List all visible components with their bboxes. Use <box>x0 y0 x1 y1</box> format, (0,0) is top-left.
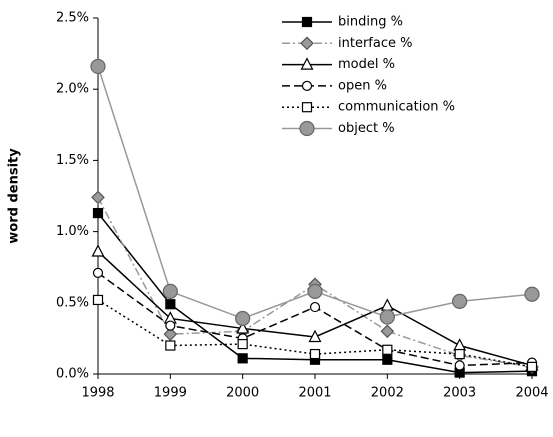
marker <box>309 301 321 313</box>
marker <box>165 299 176 310</box>
marker <box>382 354 393 365</box>
legend-label: object % <box>338 121 395 136</box>
marker <box>380 298 394 311</box>
y-tick-label: 0.5% <box>56 295 89 310</box>
y-tick-label: 2.5% <box>56 11 89 26</box>
x-tick-label: 2000 <box>226 386 259 401</box>
marker <box>235 310 251 327</box>
marker <box>300 36 314 51</box>
x-tick-label: 2001 <box>298 386 331 401</box>
marker <box>526 361 538 372</box>
legend-label: binding % <box>338 15 403 30</box>
marker <box>301 80 313 92</box>
marker <box>236 321 250 334</box>
marker <box>379 309 395 325</box>
y-tick-label: 1.5% <box>56 153 89 168</box>
legend-label: communication % <box>338 100 455 115</box>
marker <box>308 329 322 343</box>
marker <box>92 207 104 219</box>
marker <box>380 324 395 339</box>
y-tick-label: 2.0% <box>56 82 89 97</box>
x-tick-label: 1999 <box>154 386 187 401</box>
marker <box>165 320 176 331</box>
x-tick-label: 2002 <box>371 386 404 401</box>
legend-label: interface % <box>338 36 412 51</box>
marker <box>237 353 248 364</box>
marker <box>452 293 468 309</box>
marker <box>301 102 313 113</box>
marker <box>301 16 313 28</box>
y-tick-label: 1.0% <box>56 224 89 239</box>
y-axis-title: word density <box>7 148 22 244</box>
marker <box>91 244 105 257</box>
marker <box>165 340 176 351</box>
marker <box>382 344 393 355</box>
marker <box>299 120 315 137</box>
marker <box>454 348 465 360</box>
marker <box>91 190 105 205</box>
marker <box>453 338 467 351</box>
marker <box>237 338 248 350</box>
marker <box>162 283 178 300</box>
marker <box>92 294 104 306</box>
marker <box>454 360 465 371</box>
x-tick-label: 2004 <box>515 386 548 401</box>
x-tick-label: 1998 <box>81 386 114 401</box>
marker <box>92 267 104 278</box>
legend-label: model % <box>338 57 395 72</box>
legend-label: open % <box>338 78 387 93</box>
marker <box>309 348 321 360</box>
marker <box>163 327 178 341</box>
marker <box>524 286 540 302</box>
marker <box>300 57 314 70</box>
x-tick-label: 2003 <box>443 386 476 401</box>
marker <box>90 58 106 75</box>
y-tick-label: 0.0% <box>56 367 89 382</box>
marker <box>307 283 323 300</box>
